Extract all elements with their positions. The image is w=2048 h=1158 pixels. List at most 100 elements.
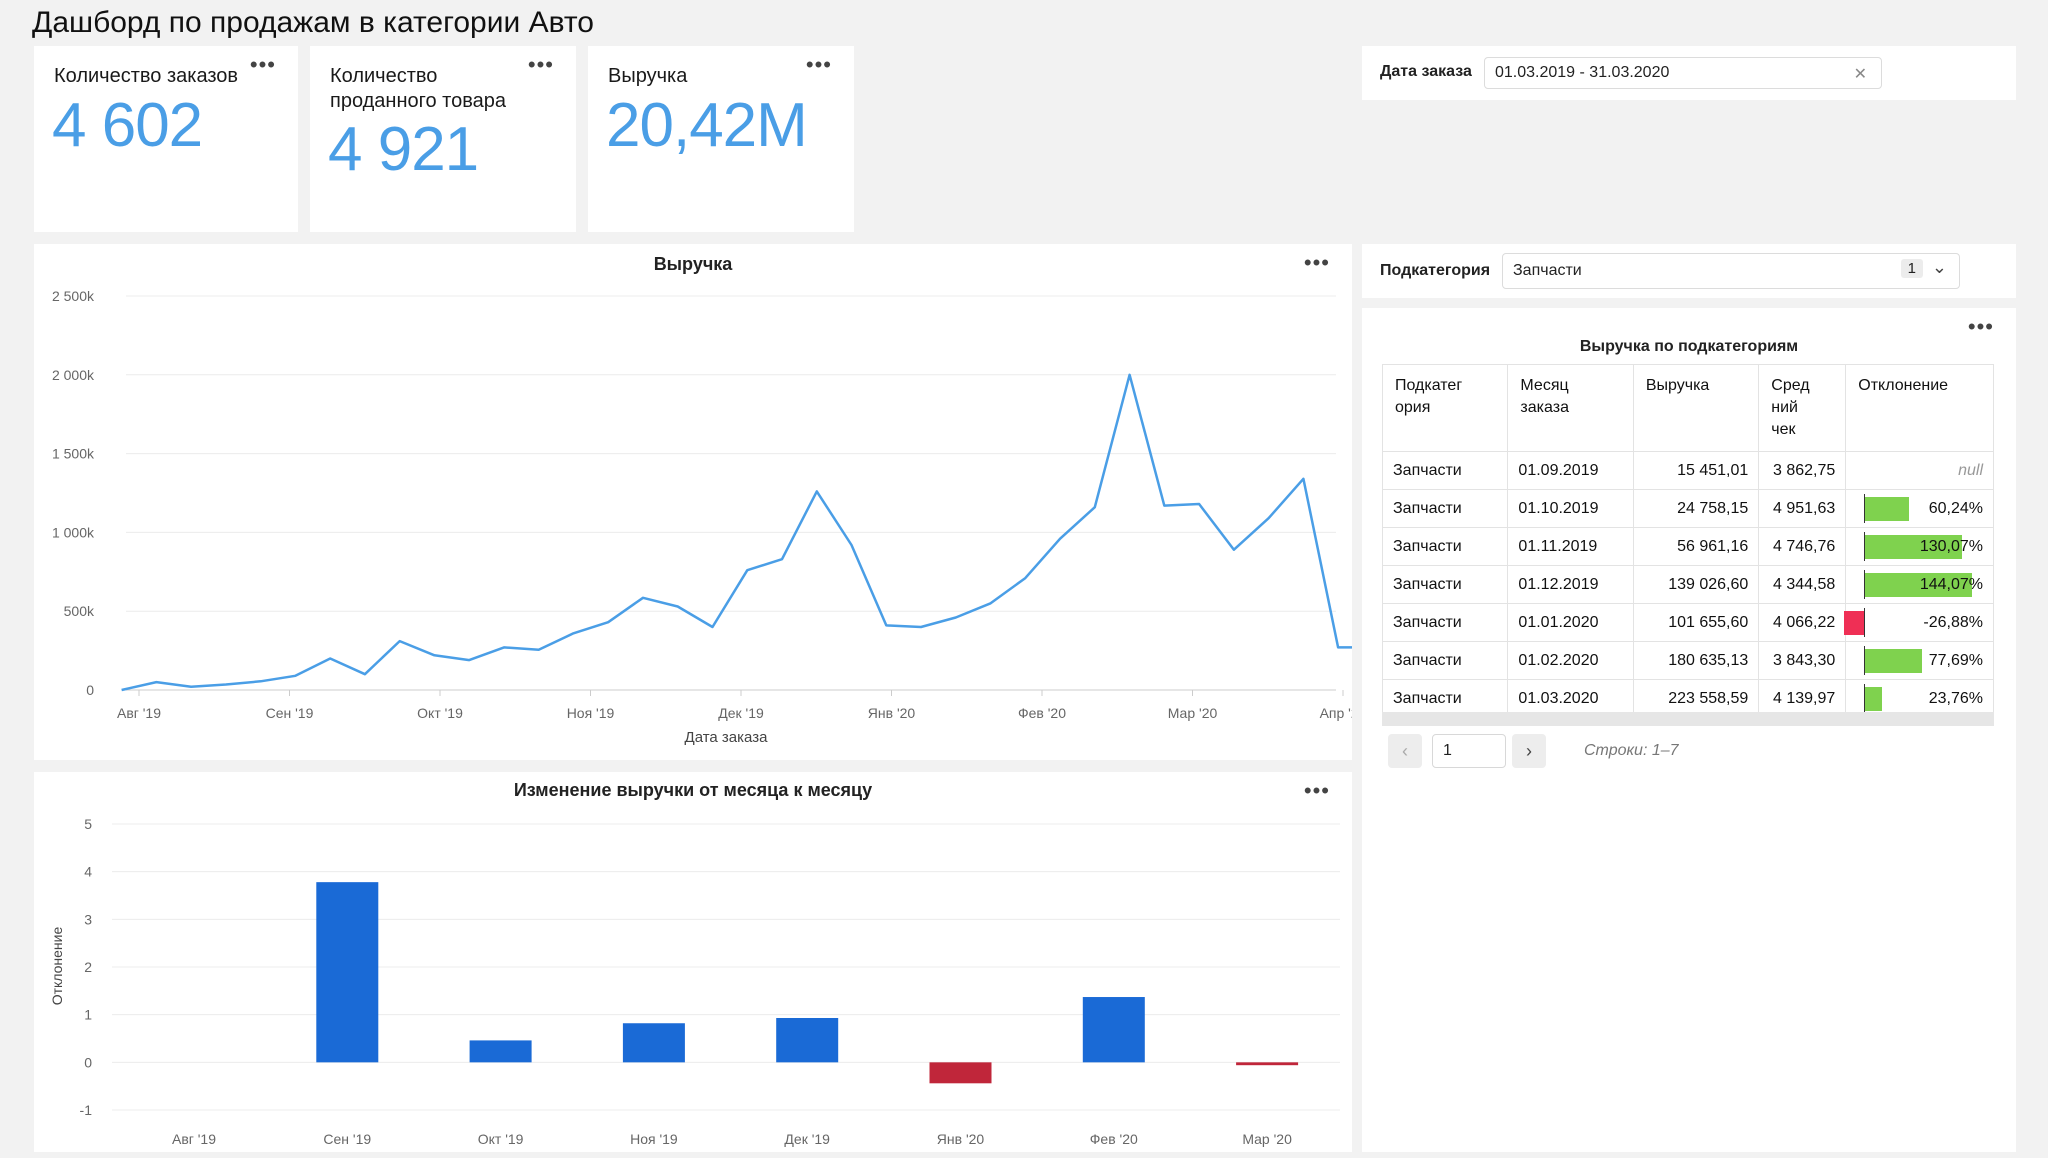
date-filter: Дата заказа 01.03.2019 - 31.03.2020 ✕ <box>1362 46 2016 100</box>
rows-info: Строки: 1–7 <box>1584 742 1679 759</box>
bar[interactable] <box>776 1018 839 1063</box>
y-tick-label: 5 <box>84 816 92 832</box>
revenue-line-chart-card: Выручка ••• 0 500k 1 000k 1 500k 2 000k 2 500… <box>34 244 1352 760</box>
column-header-revenue[interactable]: Выручка <box>1632 364 1760 452</box>
column-header-subcategory[interactable]: Подкатег ория <box>1381 364 1509 452</box>
y-tick-label: 2 <box>84 959 92 975</box>
y-tick-label: 2 000k <box>52 367 95 383</box>
column-header-deviation[interactable]: Отклонение <box>1845 364 1994 452</box>
page-number-input[interactable]: 1 <box>1432 734 1506 768</box>
x-tick-label: Авг '19 <box>117 705 161 721</box>
more-icon[interactable]: ••• <box>527 52 554 77</box>
cell-subcategory: Запчасти <box>1381 641 1509 680</box>
cell-deviation: 144,07% <box>1845 565 1994 604</box>
subcategory-table: Подкатег ория Месяц заказа Выручка Сред ний… <box>1381 364 1994 718</box>
cell-avg-check: 3 862,75 <box>1758 451 1847 490</box>
deviation-zero-line <box>1864 646 1866 675</box>
chevron-down-icon[interactable]: ⌄ <box>1931 257 1947 277</box>
chart-title: Изменение выручки от месяца к месяцу <box>513 780 873 800</box>
mom-bar-chart-card: Изменение выручки от месяца к месяцу •••… <box>34 772 1352 1152</box>
deviation-value: 144,07% <box>1919 575 1983 593</box>
prev-page-button[interactable]: ‹ <box>1388 734 1422 768</box>
x-tick-label: Окт '19 <box>417 705 463 721</box>
table-row: Запчасти 01.11.2019 56 961,16 4 746,76 130,0… <box>1381 527 1994 566</box>
x-tick-label: Апр '20 <box>1320 705 1352 721</box>
y-tick-label: 0 <box>86 682 94 698</box>
x-tick-label: Янв '20 <box>868 705 916 721</box>
date-range-value: 01.03.2019 - 31.03.2020 <box>1495 64 1670 81</box>
table-row: Запчасти 01.12.2019 139 026,60 4 344,58 144,… <box>1381 565 1994 604</box>
x-tick-label: Ноя '19 <box>567 705 615 721</box>
y-tick-label: 500k <box>64 603 95 619</box>
selected-count-badge: 1 <box>1900 259 1923 278</box>
more-icon[interactable]: ••• <box>805 52 832 77</box>
deviation-bar <box>1864 497 1910 521</box>
subcategory-select[interactable]: Запчасти 1 ⌄ <box>1502 253 1960 289</box>
table-row: Запчасти 01.03.2020 223 558,59 4 139,97 23,7… <box>1381 679 1994 718</box>
deviation-value: 130,07% <box>1919 537 1983 555</box>
cell-subcategory: Запчасти <box>1381 565 1509 604</box>
cell-avg-check: 4 951,63 <box>1758 489 1847 528</box>
more-icon[interactable]: ••• <box>249 52 276 77</box>
revenue-series-line[interactable] <box>121 373 1352 692</box>
y-tick-label: 0 <box>84 1054 92 1070</box>
kpi-value: 4 921 <box>328 115 479 184</box>
cell-month: 01.02.2020 <box>1507 641 1634 680</box>
clear-icon[interactable]: ✕ <box>1853 66 1867 83</box>
kpi-label: Количество проданного товара <box>330 64 506 114</box>
x-tick-label: Мар '20 <box>1242 1131 1292 1147</box>
cell-deviation: 23,76% <box>1845 679 1994 718</box>
y-tick-label: 3 <box>84 911 92 927</box>
cell-deviation: null <box>1845 451 1994 490</box>
deviation-value: -26,88% <box>1923 613 1983 631</box>
x-tick-label: Дек '19 <box>784 1131 830 1147</box>
table-row: Запчасти 01.01.2020 101 655,60 4 066,22 -26,… <box>1381 603 1994 642</box>
kpi-card-revenue: Выручка ••• 20,42M <box>588 46 854 232</box>
cell-revenue: 180 635,13 <box>1632 641 1760 680</box>
column-header-month[interactable]: Месяц заказа <box>1507 364 1634 452</box>
table-title: Выручка по подкатегориям <box>1579 338 1799 355</box>
deviation-bar <box>1864 535 1962 559</box>
table-scrollbar[interactable] <box>1382 712 1994 726</box>
cell-month: 01.12.2019 <box>1507 565 1634 604</box>
cell-subcategory: Запчасти <box>1381 451 1509 490</box>
deviation-value: 23,76% <box>1928 689 1983 707</box>
cell-month: 01.09.2019 <box>1507 451 1634 490</box>
deviation-zero-line <box>1864 494 1866 523</box>
column-header-avg-check[interactable]: Сред ний чек <box>1758 364 1847 452</box>
bar[interactable] <box>1082 997 1145 1063</box>
subcategory-value: Запчасти <box>1513 262 1582 279</box>
kpi-label: Выручка <box>608 65 688 87</box>
y-tick-label: 1 500k <box>52 446 95 462</box>
x-tick-label: Дек '19 <box>718 705 764 721</box>
bar[interactable] <box>929 1062 992 1084</box>
deviation-value: null <box>1958 461 1983 479</box>
bar[interactable] <box>316 882 379 1063</box>
bar[interactable] <box>469 1040 532 1063</box>
cell-avg-check: 4 066,22 <box>1758 603 1847 642</box>
x-tick-label: Сен '19 <box>323 1131 371 1147</box>
more-icon[interactable]: ••• <box>1967 314 1994 339</box>
cell-deviation: 60,24% <box>1845 489 1994 528</box>
kpi-card-items-sold: Количество проданного товара ••• 4 921 <box>310 46 576 232</box>
date-range-input[interactable]: 01.03.2019 - 31.03.2020 ✕ <box>1484 57 1882 89</box>
next-page-button[interactable]: › <box>1512 734 1546 768</box>
cell-revenue: 56 961,16 <box>1632 527 1760 566</box>
deviation-bar <box>1864 573 1973 597</box>
deviation-bar <box>1844 611 1865 635</box>
cell-subcategory: Запчасти <box>1381 603 1509 642</box>
mom-bar-chart: -1 0 1 2 3 4 5 Отклонение Авг '19 Сен '19 Окт '19 Н… <box>49 816 1340 1147</box>
x-axis-label: Дата заказа <box>685 729 769 746</box>
kpi-value: 20,42M <box>606 91 808 160</box>
cell-deviation: 130,07% <box>1845 527 1994 566</box>
cell-month: 01.03.2020 <box>1507 679 1634 718</box>
x-tick-label: Сен '19 <box>266 705 314 721</box>
subcategory-filter-label: Подкатегория <box>1380 262 1491 279</box>
y-tick-label: 2 500k <box>52 288 95 304</box>
cell-deviation: -26,88% <box>1844 603 1994 642</box>
bar[interactable] <box>1236 1062 1299 1066</box>
deviation-zero-line <box>1864 608 1866 637</box>
bar[interactable] <box>622 1023 685 1063</box>
x-tick-label: Авг '19 <box>172 1131 216 1147</box>
revenue-line-chart: 0 500k 1 000k 1 500k 2 000k 2 500k Авг '19 Сен … <box>52 288 1352 746</box>
